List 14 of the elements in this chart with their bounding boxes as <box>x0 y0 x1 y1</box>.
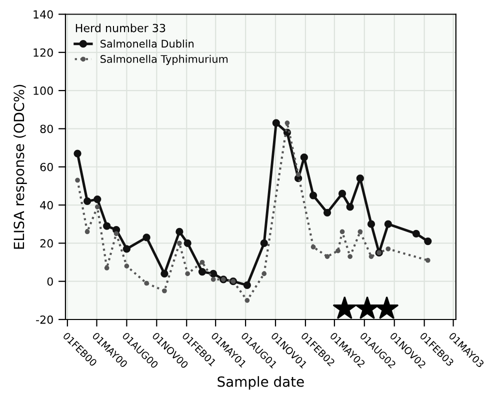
y-axis-title: ELISA response (ODC%) <box>13 84 27 249</box>
legend-label: Salmonella Dublin <box>100 40 194 48</box>
y-tick-label: 0 <box>47 277 53 286</box>
y-tick-label: 60 <box>40 162 53 172</box>
legend-title: Herd number 33 <box>76 24 166 32</box>
y-tick-label: 100 <box>34 86 53 95</box>
y-tick-label: -20 <box>36 315 53 324</box>
y-tick-label: 20 <box>40 239 53 248</box>
y-tick-label: 140 <box>34 10 53 19</box>
legend-label: Salmonella Typhimurium <box>100 54 228 65</box>
x-axis-title: Sample date <box>218 376 304 390</box>
y-tick-label: 80 <box>40 124 53 134</box>
y-tick-label: 40 <box>40 201 53 210</box>
y-tick-label: 120 <box>34 48 53 57</box>
